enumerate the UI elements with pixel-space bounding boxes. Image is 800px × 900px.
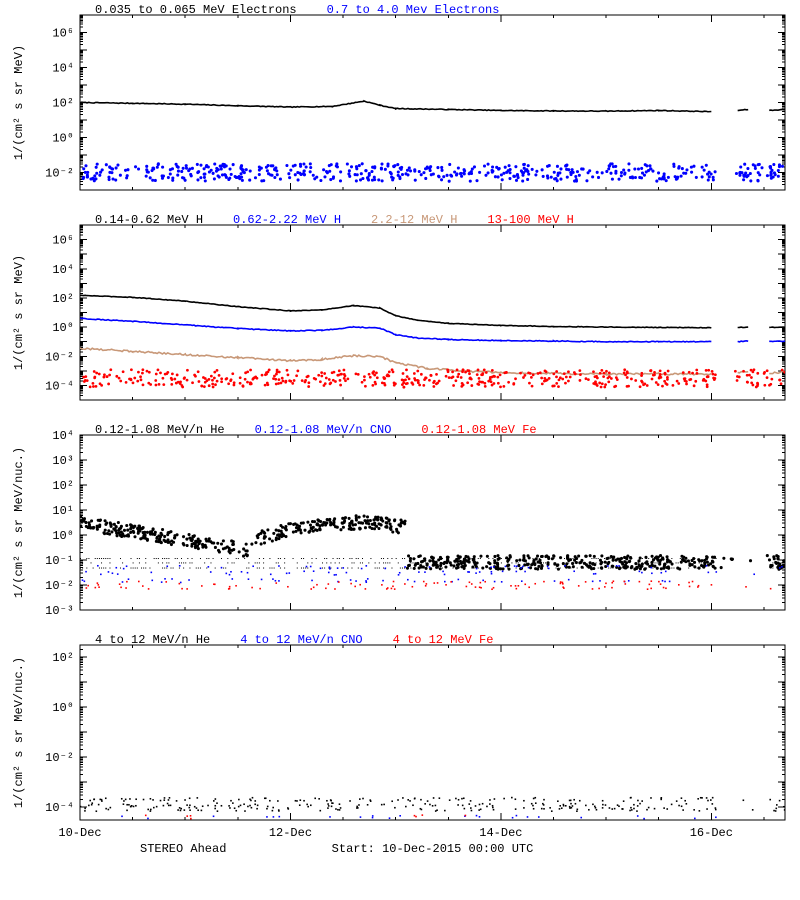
- series-line: [80, 348, 711, 375]
- footer-left: STEREO Ahead: [140, 842, 226, 856]
- y-tick-label: 10²: [52, 479, 74, 493]
- y-tick-label: 10⁻⁴: [45, 801, 74, 815]
- panel-frame: [80, 435, 785, 610]
- y-tick-label: 10¹: [52, 504, 74, 518]
- y-axis-label: 1/(cm² s sr MeV/nuc.): [12, 447, 26, 598]
- y-tick-label: 10⁴: [52, 429, 74, 443]
- y-tick-label: 10²: [52, 651, 74, 665]
- y-tick-label: 10⁻⁴: [45, 379, 74, 393]
- legend-item: 0.62-2.22 MeV H: [233, 213, 341, 227]
- footer-center: Start: 10-Dec-2015 00:00 UTC: [332, 842, 534, 856]
- y-tick-label: 10⁻²: [45, 751, 74, 765]
- series-line: [769, 341, 785, 342]
- series-line: [80, 295, 711, 328]
- y-tick-label: 10⁻²: [45, 167, 74, 181]
- y-tick-label: 10³: [52, 454, 74, 468]
- y-tick-label: 10⁴: [52, 62, 74, 76]
- y-tick-label: 10⁻³: [45, 604, 74, 618]
- legend-item: 13-100 MeV H: [487, 213, 573, 227]
- panel-frame: [80, 15, 785, 190]
- x-tick-label: 10-Dec: [58, 826, 101, 840]
- legend-item: 2.2-12 MeV H: [371, 213, 457, 227]
- legend-item: 4 to 12 MeV/n He: [95, 633, 210, 647]
- y-tick-label: 10⁶: [52, 27, 74, 41]
- y-tick-label: 10⁰: [52, 132, 74, 146]
- plot-area: [80, 101, 785, 183]
- legend-item: 4 to 12 MeV Fe: [393, 633, 494, 647]
- series-line: [738, 341, 749, 342]
- y-axis-label: 1/(cm² s sr MeV): [12, 45, 26, 160]
- plot-area: [80, 797, 786, 820]
- y-tick-label: 10⁻²: [45, 350, 74, 364]
- x-tick-label: 12-Dec: [269, 826, 312, 840]
- x-tick-label: 14-Dec: [479, 826, 522, 840]
- legend-item: 4 to 12 MeV/n CNO: [240, 633, 362, 647]
- legend-item: 0.12-1.08 MeV/n He: [95, 423, 225, 437]
- multi-panel-chart: 10⁻² 10⁰ 10² 10⁴ 10⁶ 1/(cm² s sr MeV) 0.035 to…: [0, 0, 800, 900]
- low-energy-ions-panel: 10⁻³ 10⁻² 10⁻¹ 10⁰ 10¹ 10² 10³ 10⁴ 1/(cm² s sr M…: [12, 423, 786, 618]
- legend-item: 0.7 to 4.0 Mev Electrons: [327, 3, 500, 17]
- panel-frame: [80, 645, 785, 820]
- series-line: [769, 109, 785, 110]
- y-tick-label: 10⁰: [52, 321, 74, 335]
- y-tick-label: 10⁻²: [45, 579, 74, 593]
- y-tick-label: 10⁶: [52, 234, 74, 248]
- series-line: [80, 101, 711, 112]
- series-line: [769, 327, 785, 328]
- legend-item: 0.12-1.08 MeV Fe: [421, 423, 536, 437]
- legend-item: 0.12-1.08 MeV/n CNO: [255, 423, 392, 437]
- y-axis-label: 1/(cm² s sr MeV/nuc.): [12, 657, 26, 808]
- legend-item: 0.14-0.62 MeV H: [95, 213, 203, 227]
- legend-item: 0.035 to 0.065 MeV Electrons: [95, 3, 297, 17]
- series-line: [738, 109, 749, 110]
- y-axis-label: 1/(cm² s sr MeV): [12, 255, 26, 370]
- y-tick-label: 10⁰: [52, 529, 74, 543]
- plot-area: [80, 295, 786, 388]
- y-tick-label: 10²: [52, 292, 74, 306]
- y-tick-label: 10⁻¹: [45, 554, 74, 568]
- series-line: [80, 318, 711, 342]
- y-tick-label: 10⁰: [52, 701, 74, 715]
- electrons-panel: 10⁻² 10⁰ 10² 10⁴ 10⁶ 1/(cm² s sr MeV) 0.035 to…: [12, 3, 785, 190]
- hydrogen-panel: 10⁻⁴ 10⁻² 10⁰ 10² 10⁴ 10⁶ 1/(cm² s sr MeV) 0.14…: [12, 213, 786, 400]
- high-energy-ions-panel: 10⁻⁴ 10⁻² 10⁰ 10² 1/(cm² s sr MeV/nuc.) 4 to …: [12, 633, 785, 820]
- plot-area: [79, 514, 786, 590]
- y-tick-label: 10⁴: [52, 263, 74, 277]
- y-tick-label: 10²: [52, 97, 74, 111]
- x-tick-label: 16-Dec: [690, 826, 733, 840]
